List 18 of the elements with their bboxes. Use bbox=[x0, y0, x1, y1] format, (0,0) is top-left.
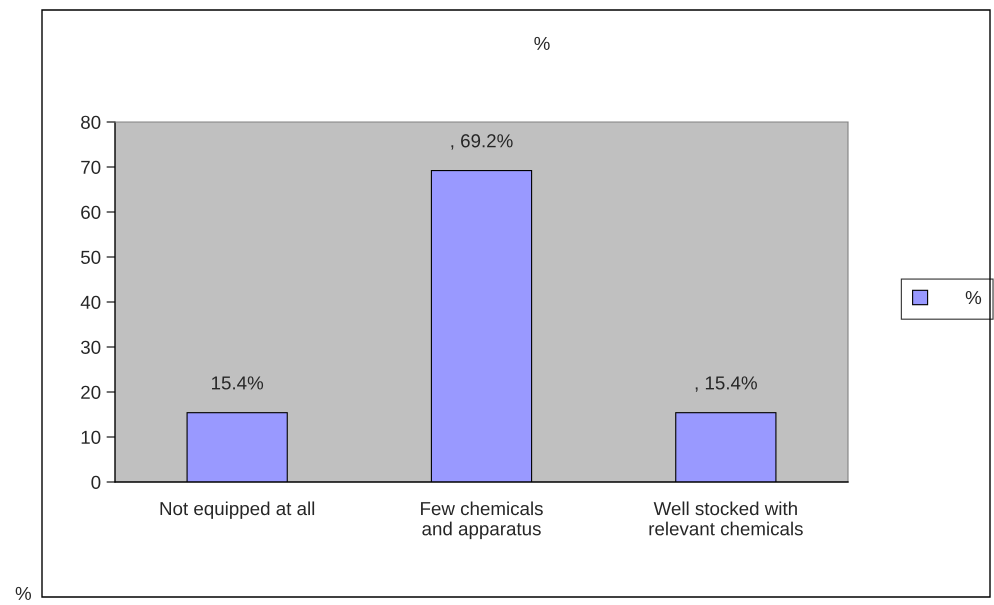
y-tick-label: 80 bbox=[81, 116, 100, 129]
y-tick-label: 60 bbox=[81, 206, 100, 219]
legend-label: % bbox=[966, 291, 982, 304]
y-tick-label: 20 bbox=[81, 386, 100, 399]
y-tick-label: 70 bbox=[81, 160, 100, 174]
y-tick-label: 0 bbox=[91, 476, 100, 489]
data-label: 15.4% bbox=[212, 376, 264, 390]
data-label: , 15.4% bbox=[696, 376, 757, 392]
y-tick-label: 10 bbox=[82, 430, 100, 444]
x-tick-label: Few chemicals and apparatus bbox=[421, 501, 543, 540]
y-tick-label: 30 bbox=[80, 340, 100, 354]
text: % bbox=[16, 586, 32, 600]
y-tick-label: 50 bbox=[81, 250, 100, 264]
y-tick-label: 40 bbox=[80, 296, 100, 309]
x-tick-label: Not equipped at all bbox=[160, 501, 314, 519]
chart-title: % bbox=[534, 36, 550, 50]
x-tick-label: Well stocked with relevant chemicals bbox=[649, 501, 803, 536]
data-label: , 69.2% bbox=[451, 134, 513, 150]
